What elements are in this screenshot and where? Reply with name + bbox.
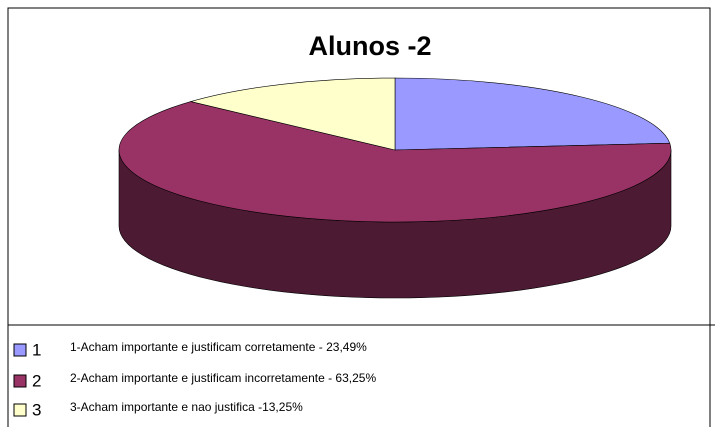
legend-frame <box>7 324 715 427</box>
legend-swatch <box>13 343 27 357</box>
legend-text: 2-Acham importante e justificam incorret… <box>70 371 376 385</box>
pie-slice <box>118 101 672 223</box>
pie-slice <box>394 77 671 151</box>
legend-label: 2 <box>32 371 41 390</box>
legend-label: 1 <box>32 340 41 359</box>
pie-slice <box>189 77 396 151</box>
legend-swatch <box>13 403 27 417</box>
legend-text: 3-Acham importante e nao justifica -13,2… <box>70 400 303 414</box>
legend-swatch <box>13 374 27 388</box>
legend-text: 1-Acham importante e justificam corretam… <box>70 340 367 354</box>
legend-label: 3 <box>32 400 41 419</box>
chart-title: Alunos -2 <box>308 31 431 61</box>
